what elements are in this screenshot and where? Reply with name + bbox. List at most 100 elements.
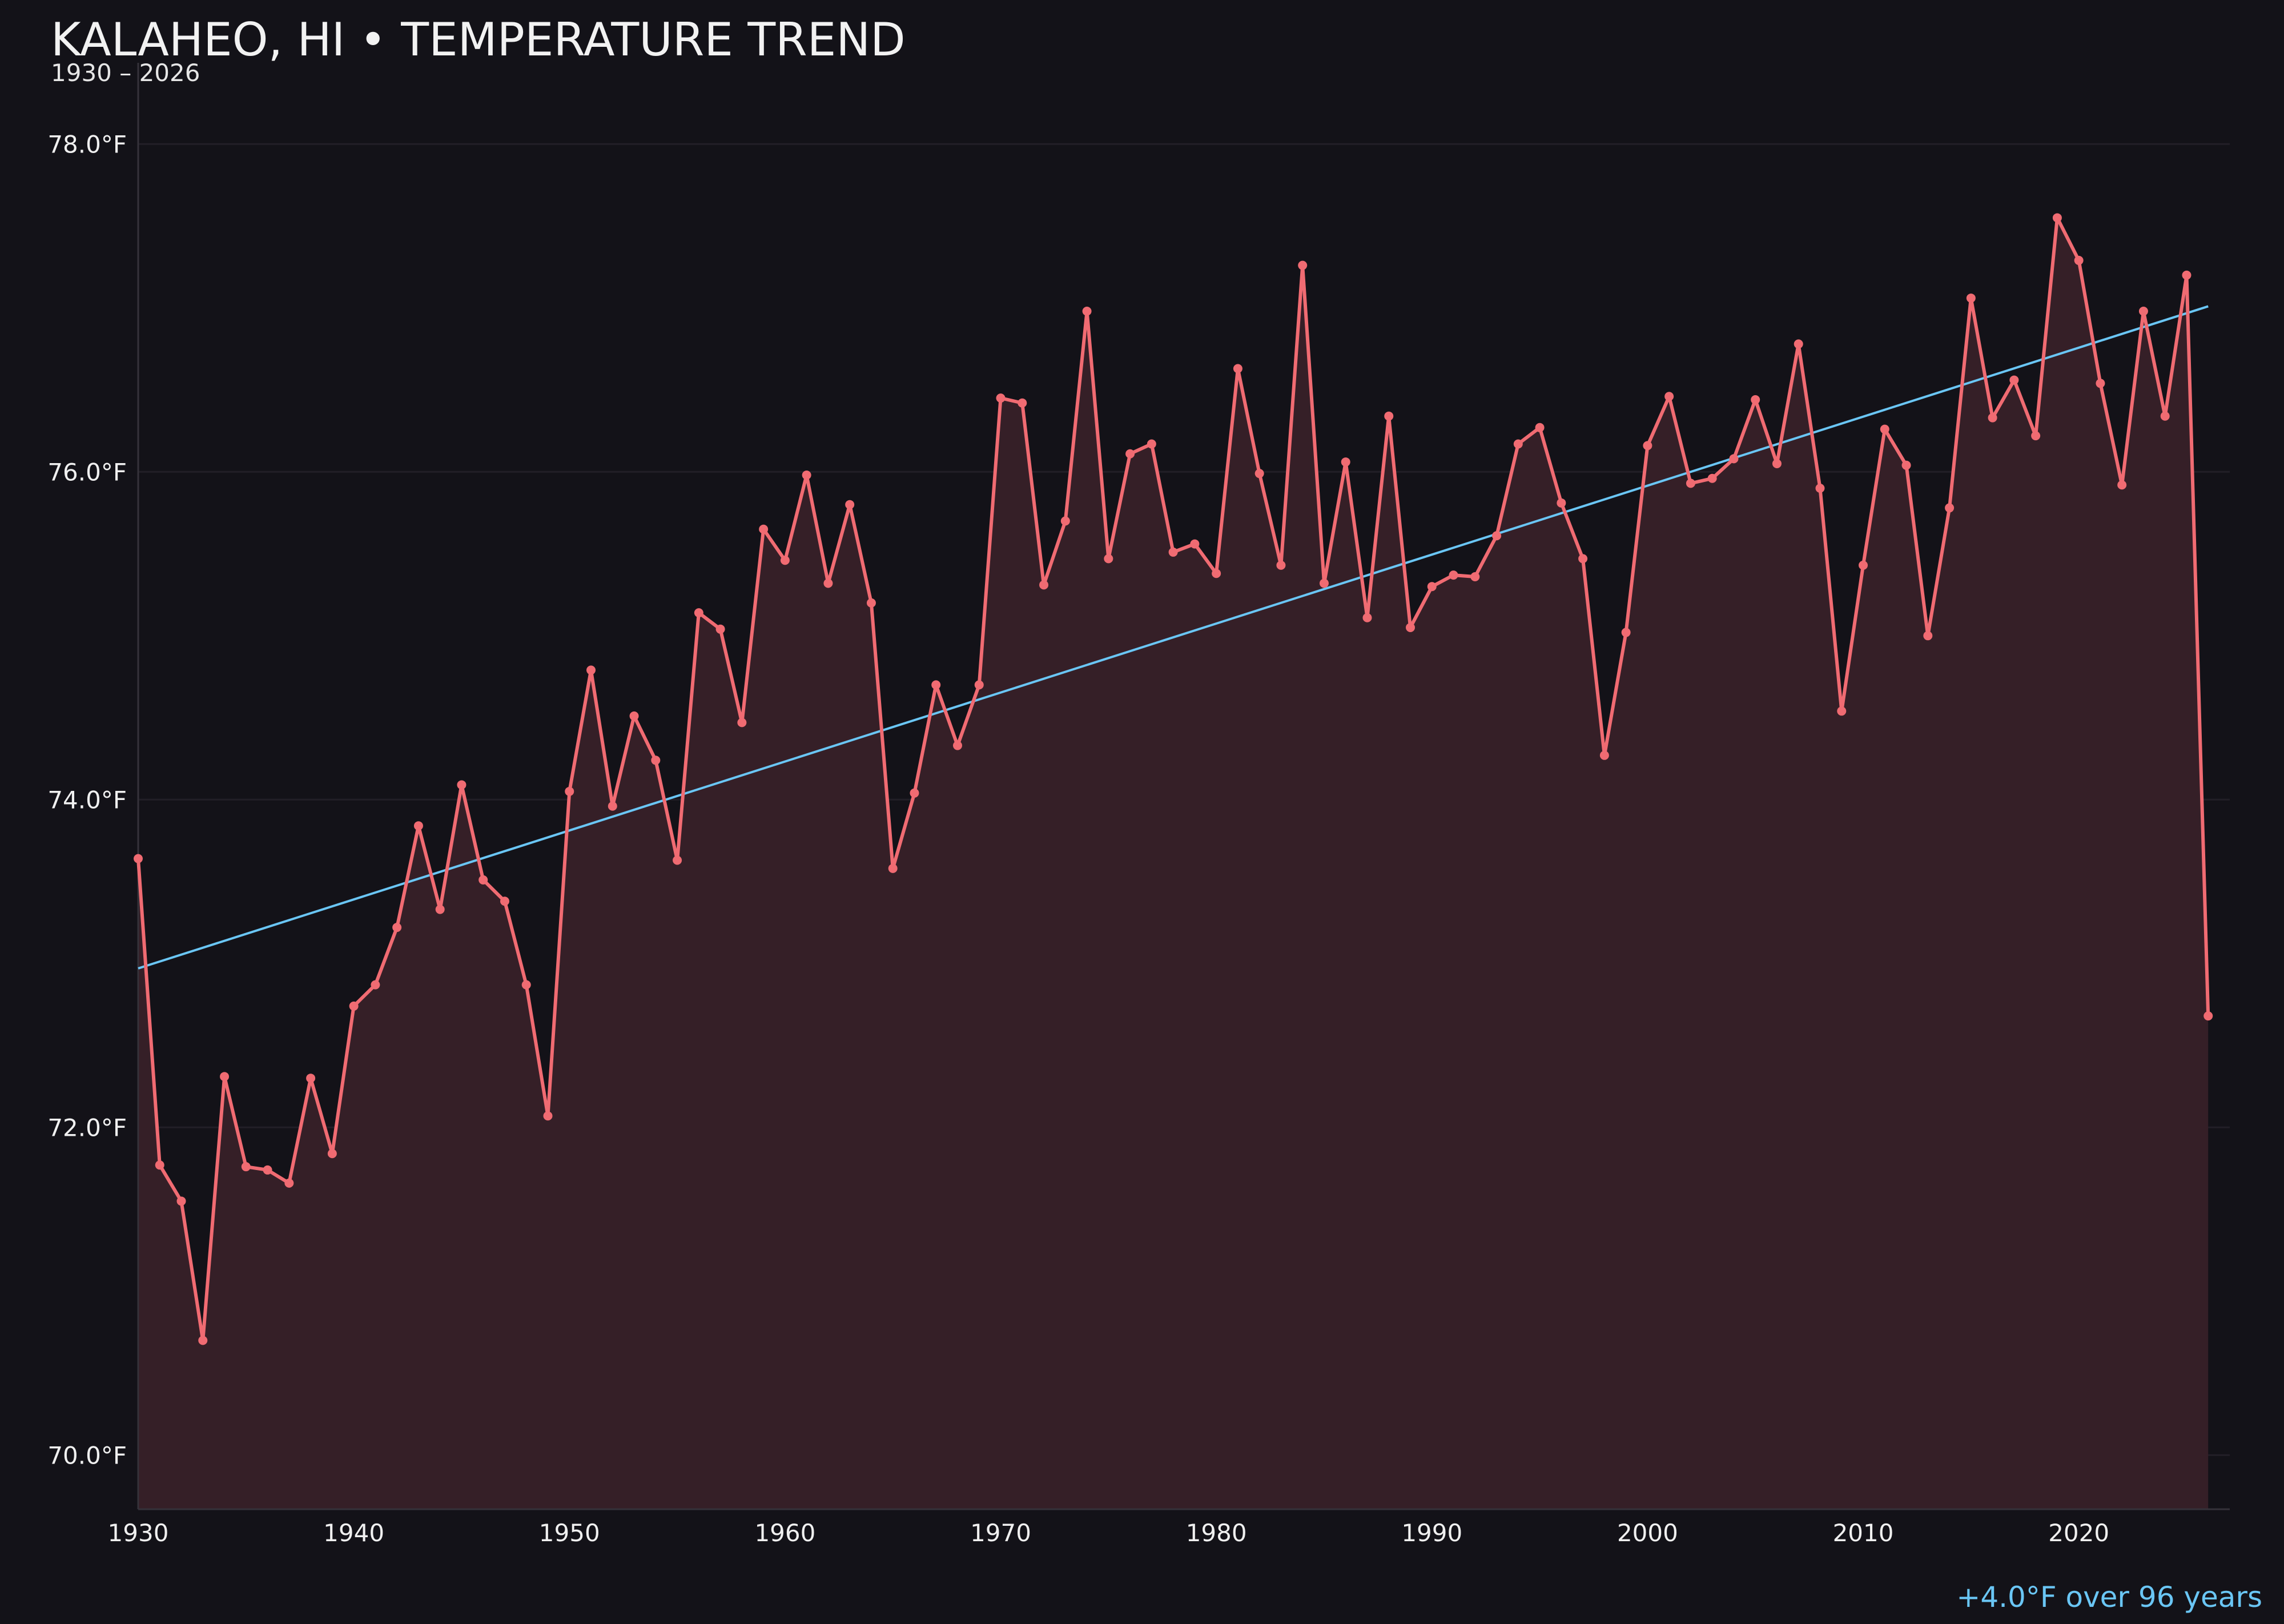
- data-point-1948: [521, 980, 531, 990]
- data-point-1941: [371, 980, 380, 990]
- data-point-1939: [327, 1149, 337, 1159]
- x-tick-label-5: 1980: [1186, 1519, 1247, 1547]
- data-point-1986: [1341, 457, 1350, 467]
- data-point-1945: [457, 780, 467, 790]
- data-point-1971: [1018, 398, 1027, 408]
- chart-title: KALAHEO, HI • TEMPERATURE TREND: [51, 13, 906, 66]
- data-point-1935: [241, 1162, 251, 1172]
- x-tick-label-1: 1940: [323, 1519, 384, 1547]
- data-point-1957: [715, 624, 725, 634]
- data-point-2013: [1923, 631, 1933, 641]
- data-point-2011: [1880, 424, 1889, 434]
- data-point-1963: [845, 500, 855, 509]
- data-point-1970: [996, 393, 1006, 403]
- data-point-2004: [1729, 454, 1739, 464]
- data-point-1991: [1449, 570, 1458, 580]
- series-area-fill: [138, 218, 2209, 1510]
- data-point-2017: [2009, 375, 2019, 385]
- data-point-2020: [2074, 256, 2084, 266]
- data-point-1965: [888, 863, 898, 873]
- y-tick-label-2: 74.0°F: [47, 786, 127, 814]
- data-point-1978: [1168, 547, 1178, 557]
- data-point-1950: [565, 786, 574, 796]
- data-point-1998: [1599, 750, 1609, 760]
- data-point-2000: [1643, 441, 1652, 451]
- data-point-1973: [1060, 516, 1070, 526]
- data-point-1990: [1427, 582, 1437, 592]
- data-point-1934: [220, 1072, 230, 1082]
- data-point-1985: [1319, 578, 1329, 588]
- data-point-1999: [1621, 628, 1631, 637]
- data-point-1952: [608, 801, 617, 811]
- data-point-1940: [349, 1001, 359, 1011]
- data-point-1967: [931, 680, 941, 690]
- x-tick-label-0: 1930: [108, 1519, 169, 1547]
- data-point-1989: [1406, 622, 1416, 632]
- x-tick-label-7: 2000: [1617, 1519, 1678, 1547]
- data-point-2014: [1945, 503, 1955, 513]
- data-point-1975: [1104, 554, 1113, 564]
- data-point-1960: [780, 556, 790, 565]
- data-point-2008: [1815, 483, 1825, 493]
- x-tick-labels: 1930 1940 1950 1960 1970 1980 1990 2000 2010 2020: [108, 1519, 2110, 1547]
- data-point-1955: [673, 855, 682, 865]
- data-point-1936: [263, 1165, 272, 1175]
- y-tick-label-3: 76.0°F: [47, 458, 127, 486]
- data-point-2019: [2052, 213, 2062, 223]
- data-point-1933: [198, 1336, 208, 1345]
- data-point-1992: [1470, 572, 1480, 581]
- data-point-1953: [629, 711, 639, 721]
- data-point-2018: [2031, 431, 2041, 441]
- data-point-1993: [1492, 531, 1502, 541]
- x-tick-label-9: 2020: [2048, 1519, 2109, 1547]
- data-point-2001: [1664, 392, 1674, 401]
- data-point-1994: [1513, 439, 1523, 449]
- data-point-1983: [1276, 560, 1286, 570]
- data-point-2026: [2203, 1011, 2213, 1021]
- trend-annotation: +4.0°F over 96 years: [1956, 1581, 2262, 1614]
- data-point-1976: [1125, 449, 1135, 459]
- data-point-2002: [1686, 479, 1695, 488]
- data-point-1951: [586, 665, 596, 675]
- data-points: [134, 213, 2213, 1345]
- data-point-1987: [1362, 613, 1372, 622]
- trend-line: [138, 305, 2209, 970]
- x-tick-label-3: 1960: [754, 1519, 815, 1547]
- data-point-2006: [1772, 459, 1782, 468]
- data-point-2023: [2138, 307, 2148, 316]
- data-point-1954: [651, 755, 661, 765]
- data-point-1968: [952, 741, 962, 750]
- data-point-1962: [823, 578, 833, 588]
- data-point-1964: [866, 598, 876, 608]
- data-point-1979: [1190, 539, 1200, 549]
- data-point-1938: [306, 1074, 316, 1083]
- data-point-1958: [737, 718, 747, 727]
- data-point-1995: [1535, 423, 1545, 432]
- data-point-1977: [1147, 439, 1156, 449]
- data-point-1969: [974, 680, 984, 690]
- data-point-2005: [1751, 395, 1760, 405]
- data-point-2015: [1966, 294, 1976, 303]
- data-point-2009: [1837, 706, 1847, 716]
- data-point-1984: [1298, 260, 1308, 270]
- data-point-2003: [1707, 473, 1717, 483]
- y-tick-label-4: 78.0°F: [47, 130, 127, 158]
- x-tick-label-8: 2010: [1833, 1519, 1894, 1547]
- data-point-2016: [1988, 413, 1997, 423]
- data-point-1943: [413, 821, 423, 831]
- data-point-2025: [2182, 270, 2191, 280]
- x-tick-label-6: 1990: [1401, 1519, 1462, 1547]
- data-point-1947: [500, 897, 509, 906]
- data-point-1937: [284, 1178, 294, 1188]
- data-point-2007: [1794, 339, 1803, 349]
- data-point-1980: [1212, 569, 1221, 578]
- data-point-1930: [134, 854, 143, 863]
- data-point-1974: [1082, 307, 1092, 316]
- data-point-1988: [1384, 411, 1394, 421]
- x-tick-label-2: 1950: [539, 1519, 600, 1547]
- data-point-2010: [1859, 560, 1868, 570]
- data-point-1942: [392, 923, 402, 932]
- data-point-1946: [478, 875, 488, 885]
